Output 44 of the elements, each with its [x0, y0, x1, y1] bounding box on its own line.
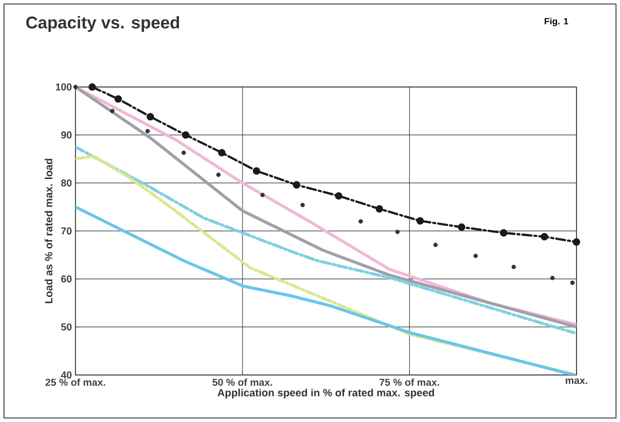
- point: [114, 95, 122, 103]
- x-tick-label: 50 % of max.: [212, 378, 272, 386]
- point: [376, 205, 384, 213]
- point: [300, 202, 305, 208]
- point: [334, 192, 342, 200]
- point: [500, 229, 508, 237]
- point: [292, 181, 300, 189]
- point: [252, 167, 260, 175]
- point: [73, 84, 78, 90]
- point: [145, 128, 150, 134]
- y-tick-label: 90: [61, 131, 72, 138]
- point: [511, 264, 516, 270]
- point: [88, 83, 96, 91]
- chart-title: Capacity vs. speed: [26, 16, 180, 32]
- point: [358, 219, 363, 224]
- point: [433, 242, 438, 248]
- y-tick-label: 60: [61, 275, 72, 282]
- point: [540, 233, 548, 240]
- point: [395, 230, 400, 234]
- x-tick-label: 75 % of max.: [380, 378, 440, 386]
- point: [572, 238, 580, 246]
- caption: Fig. 1: [544, 18, 568, 26]
- point: [216, 172, 221, 177]
- point: [218, 149, 226, 156]
- point: [146, 113, 154, 120]
- x-axis-title: Application speed in % of rated max. speed: [218, 388, 434, 398]
- y-tick-label: 40: [60, 371, 72, 378]
- point: [416, 217, 424, 225]
- point: [110, 108, 114, 114]
- x-tick-label: 25 % of max.: [46, 378, 106, 386]
- y-tick-label: 70: [61, 227, 72, 234]
- y-tick-label: 100: [56, 83, 72, 90]
- point: [473, 254, 478, 258]
- point: [570, 280, 575, 285]
- y-axis-title: Load as % of rated max. load: [44, 158, 52, 304]
- x-tick-label: max.: [566, 378, 588, 384]
- point: [182, 131, 190, 139]
- point: [550, 276, 555, 280]
- y-tick-label: 50: [61, 323, 72, 330]
- point: [458, 223, 466, 231]
- point: [260, 192, 265, 198]
- y-tick-label: 80: [61, 179, 72, 186]
- line-series: [75, 145, 576, 334]
- point: [182, 150, 186, 155]
